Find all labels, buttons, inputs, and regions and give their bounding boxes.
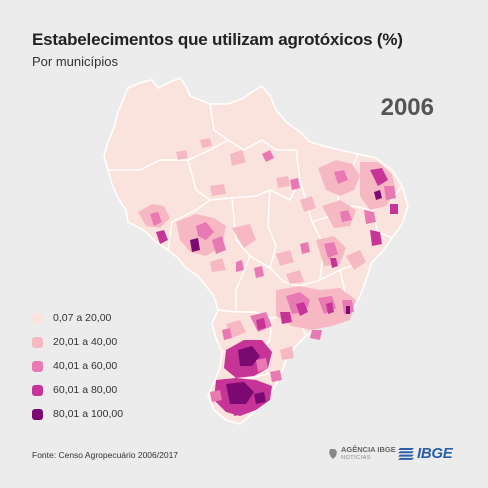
legend-swatch [32, 408, 43, 420]
ibge-label: IBGE [417, 445, 453, 462]
legend-swatch [32, 360, 43, 372]
municipality-patches [138, 138, 398, 416]
agencia-sub-label: NOTÍCIAS [341, 455, 371, 461]
legend-swatch [32, 336, 43, 348]
legend-label: 0,07 a 20,00 [53, 312, 112, 324]
legend-label: 20,01 a 40,00 [53, 336, 118, 348]
legend-label: 60,01 a 80,00 [53, 384, 118, 396]
agencia-ibge-logo: AGÊNCIA IBGE NOTÍCIAS [328, 446, 396, 462]
legend-item: 60,01 a 80,00 [32, 378, 123, 402]
legend-item: 20,01 a 40,00 [32, 330, 123, 354]
brazil-map-icon [329, 449, 337, 459]
map-subtitle: Por municípios [32, 54, 118, 69]
source-note: Fonte: Censo Agropecuário 2006/2017 [32, 450, 179, 460]
legend-label: 80,01 a 100,00 [53, 408, 124, 420]
map-title: Estabelecimentos que utilizam agrotóxico… [32, 30, 403, 49]
agencia-label: AGÊNCIA IBGE [341, 445, 396, 454]
legend-swatch [32, 384, 43, 396]
legend-item: 80,01 a 100,00 [32, 402, 123, 426]
legend-item: 0,07 a 20,00 [32, 306, 123, 330]
legend-item: 40,01 a 60,00 [32, 354, 123, 378]
legend-swatch [32, 312, 43, 324]
legend-label: 40,01 a 60,00 [53, 360, 118, 372]
year-label: 2006 [380, 94, 434, 121]
ibge-logo: IBGE [398, 445, 453, 462]
map-legend: 0,07 a 20,00 20,01 a 40,00 40,01 a 60,00… [32, 306, 123, 426]
ibge-stripes-icon [398, 447, 414, 460]
